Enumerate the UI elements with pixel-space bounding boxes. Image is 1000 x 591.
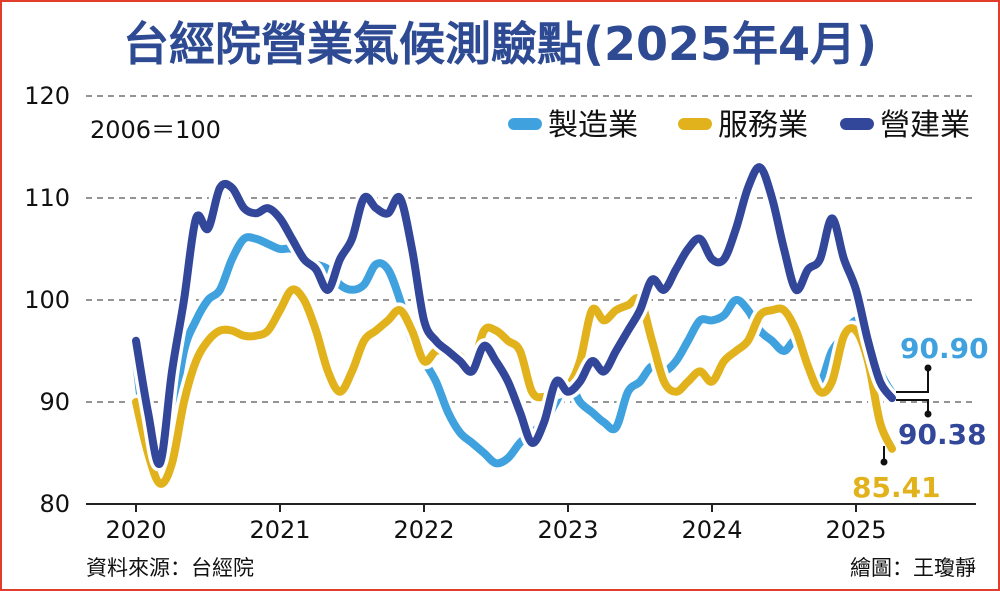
legend-swatch-manufacturing: [508, 118, 542, 130]
legend-swatch-construction: [840, 118, 874, 130]
y-axis-ticks: 80 90 100 110 120: [24, 82, 70, 518]
legend-label-services: 服務業: [718, 108, 808, 143]
grid-lines: [86, 95, 976, 505]
end-label-services: 85.41: [852, 471, 941, 504]
x-tick-label-2020: 2020: [105, 516, 166, 544]
series-lines: [128, 159, 900, 493]
y-tick-label-120: 120: [24, 82, 70, 110]
x-tick-label-2022: 2022: [393, 516, 454, 544]
end-value-callouts: 90.90 90.38 85.41: [852, 332, 989, 504]
series-line-construction: [132, 163, 896, 468]
chart-title: 台經院營業氣候測驗點(2025年4月): [123, 17, 877, 71]
callout-dot-services: [880, 458, 888, 466]
callout-leader-manufacturing: [896, 368, 929, 393]
callout-leader-construction: [896, 399, 929, 414]
credit-note: 繪圖：王瓊靜: [850, 556, 976, 580]
source-note: 資料來源：台經院: [86, 556, 254, 580]
callout-dot-manufacturing: [924, 364, 932, 372]
x-tick-label-2023: 2023: [537, 516, 598, 544]
x-tick-label-2024: 2024: [681, 516, 742, 544]
series-line-manufacturing: [132, 233, 896, 489]
legend-label-manufacturing: 製造業: [548, 108, 638, 143]
series-line-services: [132, 285, 896, 488]
end-label-manufacturing: 90.90: [900, 332, 989, 365]
y-tick-label-90: 90: [39, 388, 70, 416]
x-tick-label-2025: 2025: [825, 516, 886, 544]
legend-swatch-services: [678, 118, 712, 130]
base-year-note: 2006＝100: [90, 116, 221, 144]
callout-dot-construction: [924, 410, 932, 418]
legend: 製造業 服務業 營建業: [508, 108, 970, 143]
x-axis-ticks: 2020 2021 2022 2023 2024 2025: [105, 504, 887, 544]
x-tick-label-2021: 2021: [249, 516, 310, 544]
y-tick-label-80: 80: [39, 490, 70, 518]
end-label-construction: 90.38: [898, 418, 987, 451]
y-tick-label-100: 100: [24, 286, 70, 314]
y-tick-label-110: 110: [24, 184, 70, 212]
legend-label-construction: 營建業: [880, 108, 970, 143]
